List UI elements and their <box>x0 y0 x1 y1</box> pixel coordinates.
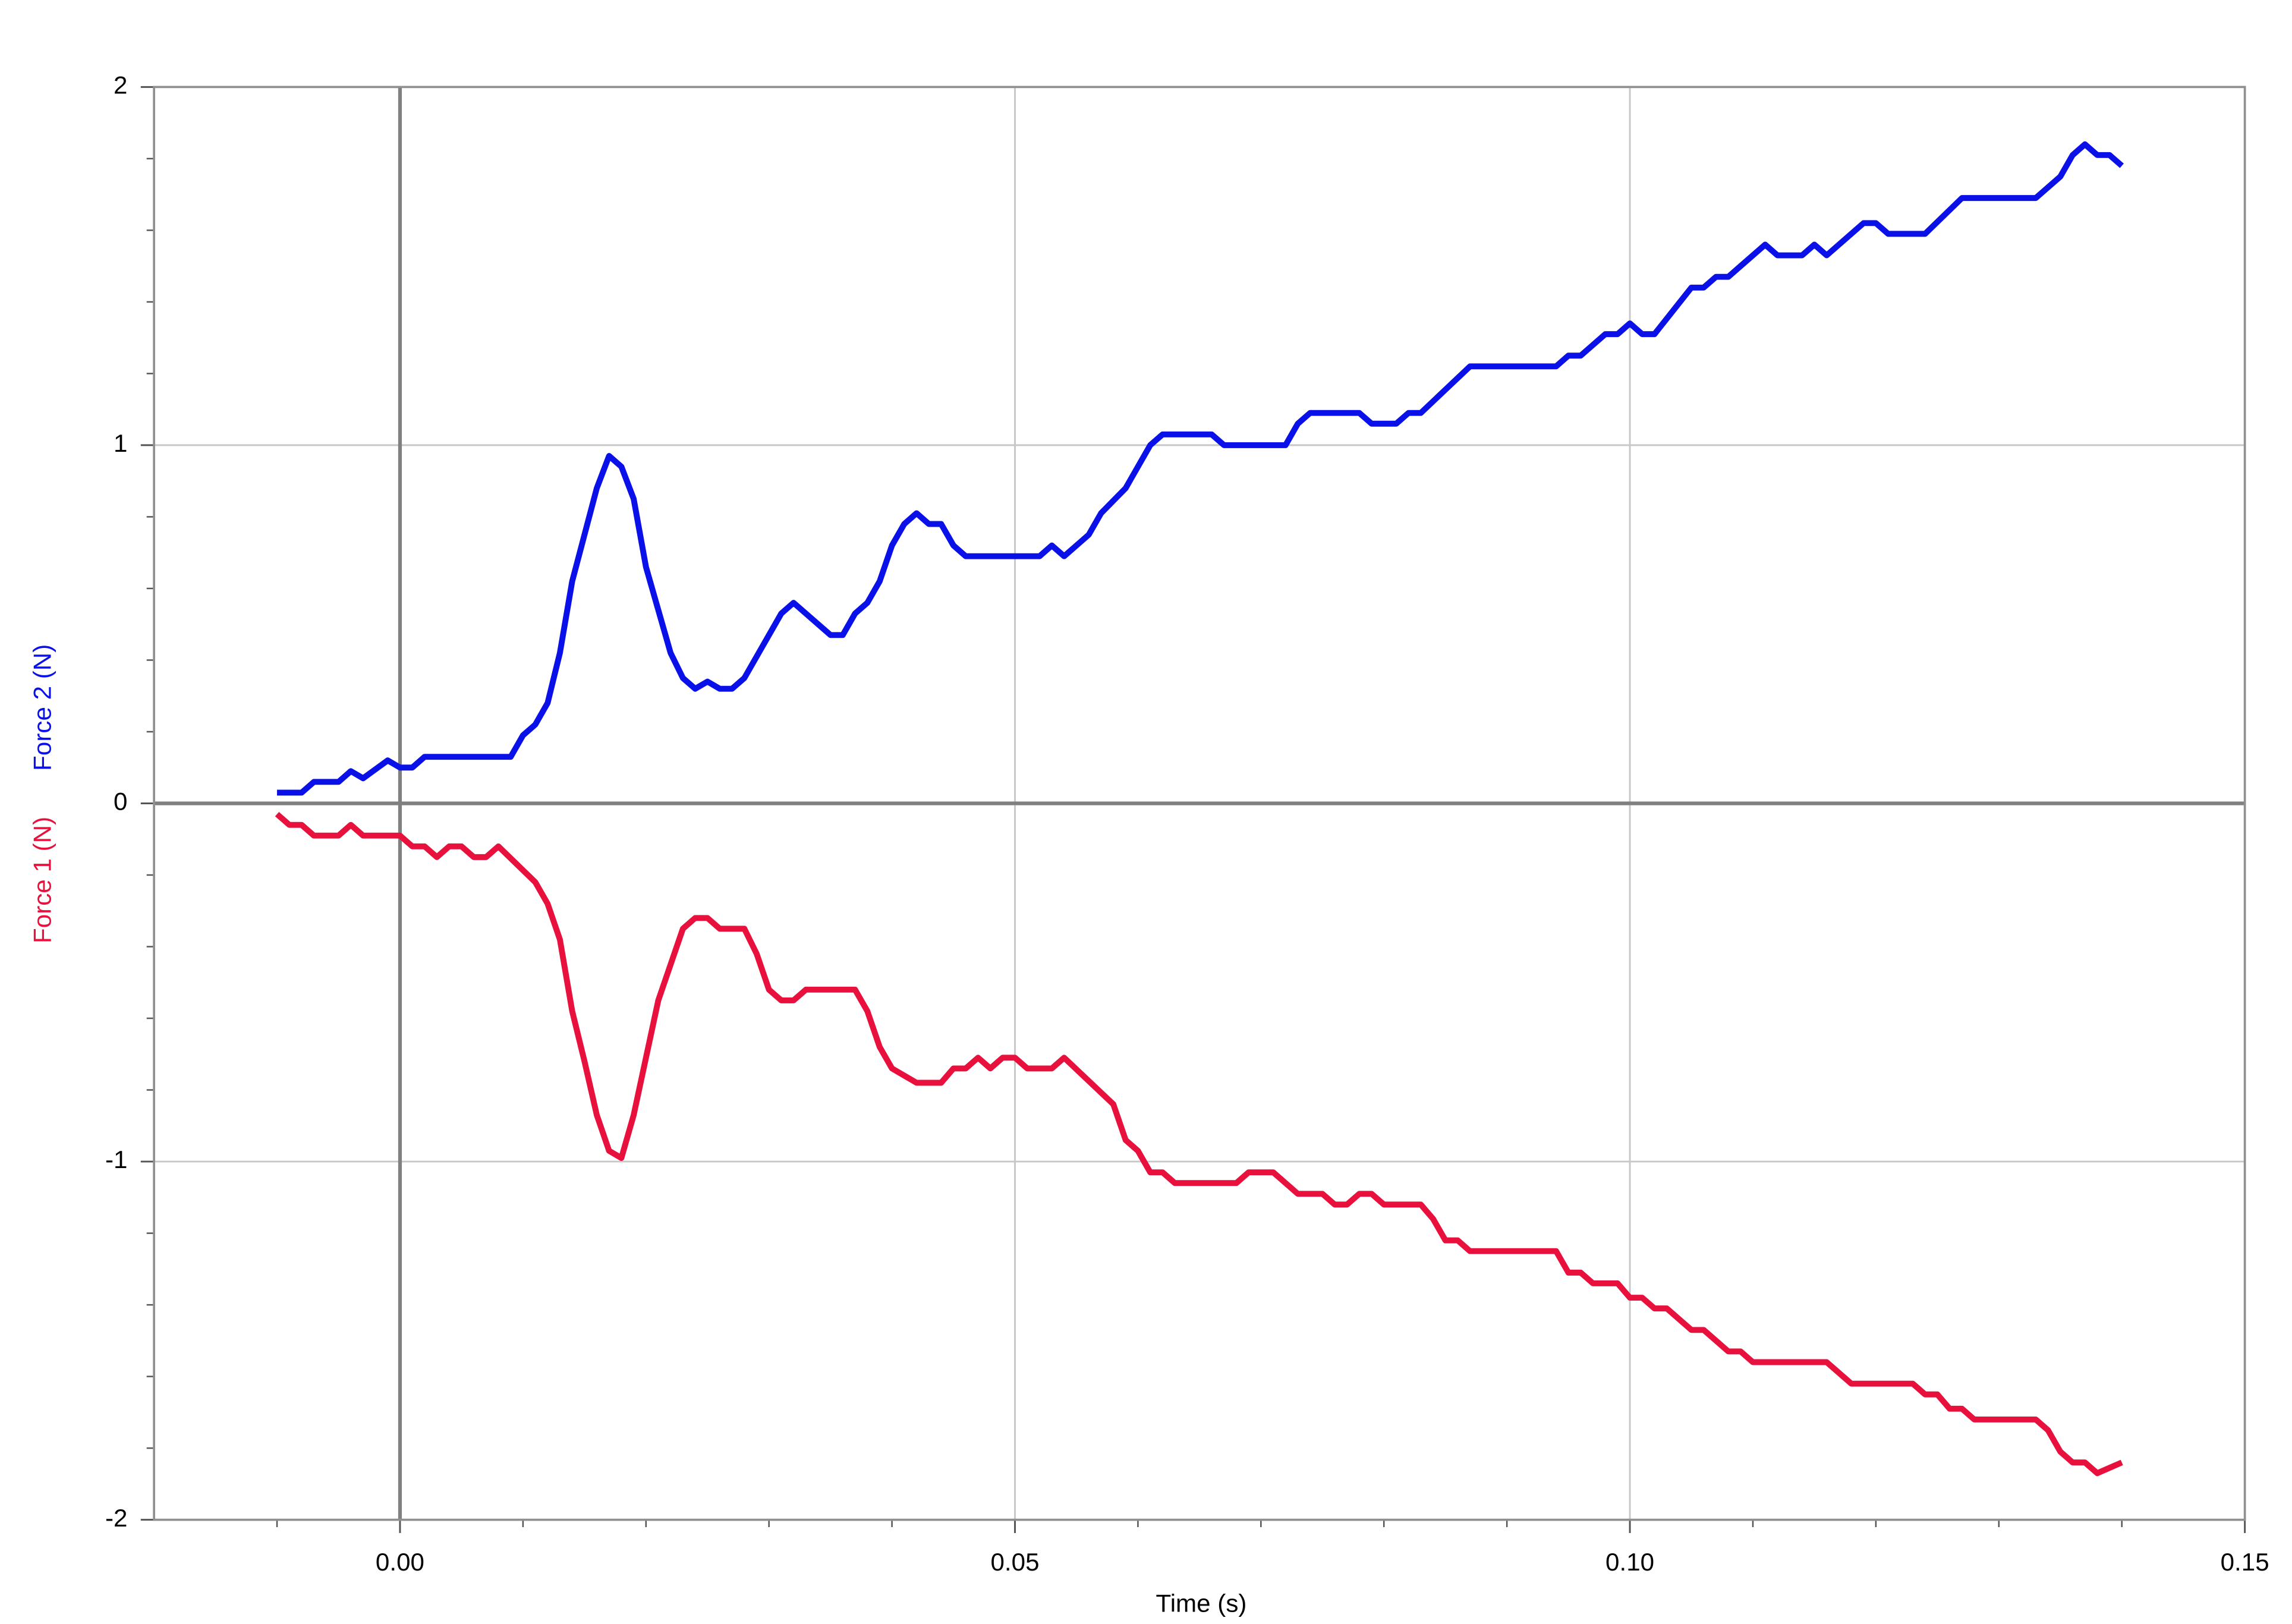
x-tick-label: 0.00 <box>376 1548 424 1576</box>
y-axis-label: Force 1 (N) <box>29 817 56 943</box>
y-tick-label: -2 <box>105 1504 127 1532</box>
y-tick-label: 1 <box>114 429 127 457</box>
data-line <box>275 811 2123 1477</box>
plot-frame <box>153 86 2246 1521</box>
y-axis-label: Force 2 (N) <box>29 644 56 771</box>
data-line <box>277 141 2124 796</box>
y-tick-label: 0 <box>114 788 127 816</box>
y-tick-label: 2 <box>114 71 127 99</box>
x-tick-label: 0.10 <box>1605 1548 1654 1576</box>
x-tick-label: 0.05 <box>991 1548 1040 1576</box>
y-tick-label: -1 <box>105 1145 127 1173</box>
x-axis-label: Time (s) <box>1156 1590 1247 1617</box>
x-tick-label: 0.15 <box>2221 1548 2269 1576</box>
